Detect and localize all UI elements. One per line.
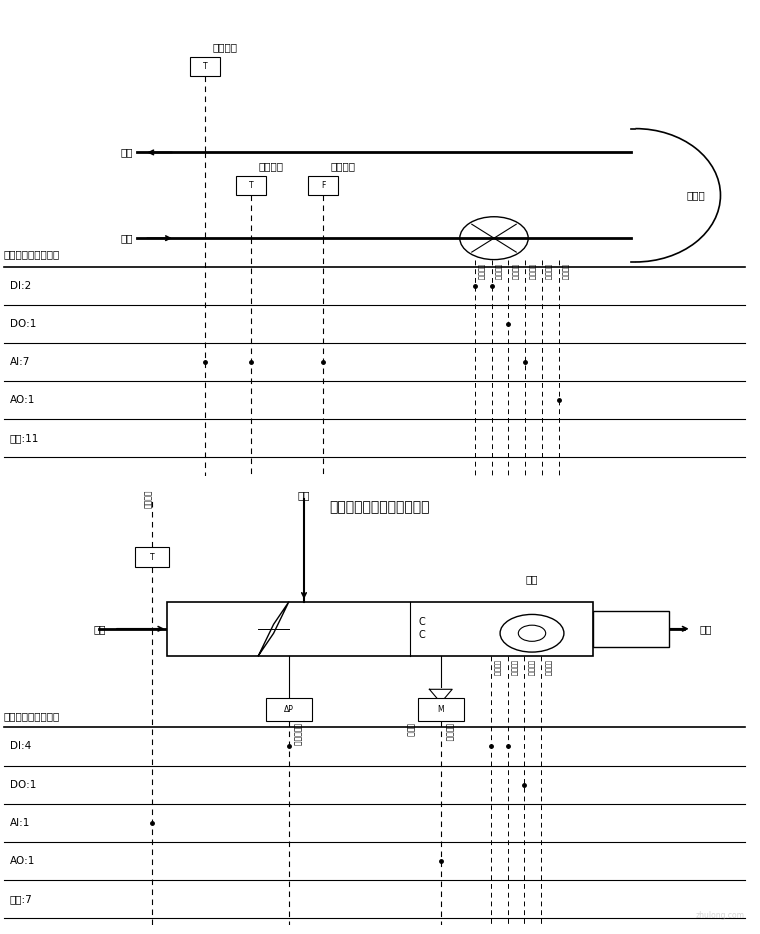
Text: 合计:7: 合计:7: [10, 894, 33, 904]
Text: 开关状态: 开关状态: [478, 264, 485, 280]
Text: 频率调节: 频率调节: [562, 264, 568, 280]
Text: zhulong.com: zhulong.com: [696, 912, 745, 920]
Text: 水阀调节: 水阀调节: [445, 723, 454, 742]
Text: 开关控制: 开关控制: [511, 264, 518, 280]
Bar: [135, 547, 169, 567]
Text: 供水温度: 供水温度: [258, 162, 283, 172]
Text: 输入输出控制点类型: 输入输出控制点类型: [4, 711, 60, 721]
Bar: [418, 699, 464, 721]
Text: T: T: [203, 63, 207, 71]
Text: C: C: [419, 617, 425, 627]
Text: 冷冻水: 冷冻水: [405, 723, 414, 737]
Text: AO:1: AO:1: [10, 395, 35, 405]
Text: DI:4: DI:4: [10, 742, 31, 752]
Text: M: M: [438, 705, 444, 714]
Text: AI:1: AI:1: [10, 817, 30, 828]
Text: 输入输出控制点类型: 输入输出控制点类型: [4, 249, 60, 260]
Text: 建筑物: 建筑物: [686, 191, 705, 200]
Bar: [190, 57, 220, 77]
Text: 供水流量: 供水流量: [331, 162, 356, 172]
Text: 工作电流: 工作电流: [527, 660, 534, 676]
Text: T: T: [249, 181, 253, 191]
Text: F: F: [321, 181, 325, 191]
Bar: [236, 177, 266, 195]
Text: 回水: 回水: [121, 148, 133, 158]
Bar: [593, 611, 669, 646]
Text: DO:1: DO:1: [10, 780, 36, 789]
Text: AI:7: AI:7: [10, 357, 30, 367]
Text: AO:1: AO:1: [10, 856, 35, 866]
Text: 工作电流: 工作电流: [528, 264, 535, 280]
Text: C: C: [419, 630, 425, 641]
Text: 回风温度: 回风温度: [144, 489, 153, 508]
Text: 合计:11: 合计:11: [10, 433, 40, 444]
Bar: [308, 177, 338, 195]
Text: 回水温度: 回水温度: [213, 42, 238, 52]
Text: 故障报警: 故障报警: [495, 264, 502, 280]
Text: 回风: 回风: [94, 624, 106, 634]
Text: 工作状态: 工作状态: [545, 264, 552, 280]
Text: 故障报警: 故障报警: [511, 660, 518, 676]
Text: 新风: 新风: [298, 489, 310, 500]
Text: DO:1: DO:1: [10, 318, 36, 329]
Text: 建筑物入口冷水监控系统图: 建筑物入口冷水监控系统图: [330, 501, 430, 514]
Text: ΔP: ΔP: [284, 705, 293, 714]
Text: 工作状态: 工作状态: [544, 660, 551, 676]
Bar: [266, 699, 312, 721]
Text: 供水: 供水: [121, 234, 133, 243]
Text: 风机: 风机: [526, 573, 538, 584]
Circle shape: [518, 625, 546, 642]
Text: DI:2: DI:2: [10, 281, 31, 290]
Text: T: T: [150, 553, 154, 561]
Text: 开关状态: 开关状态: [494, 660, 501, 676]
Text: 送风: 送风: [699, 624, 711, 634]
Bar: [167, 601, 593, 656]
Text: 过滤网压差: 过滤网压差: [293, 723, 302, 746]
